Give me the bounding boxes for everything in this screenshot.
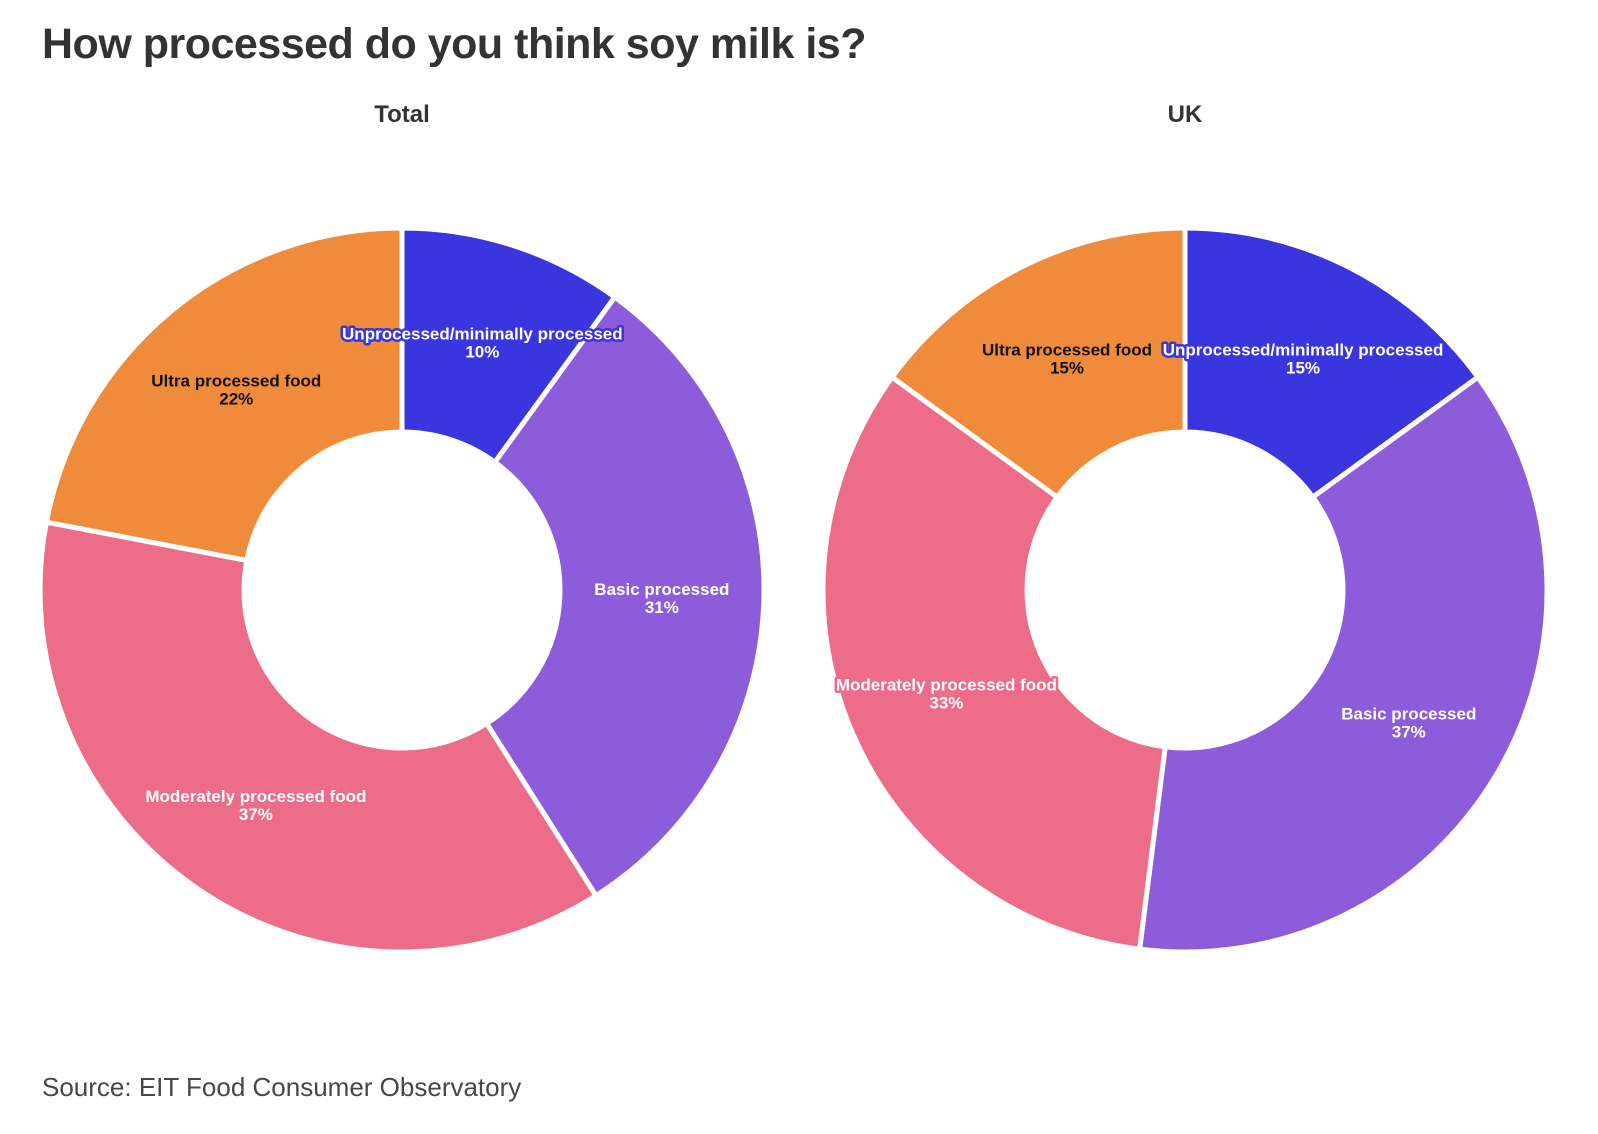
slice-label-ultra-processed-food: Ultra processed food 15% [982,340,1152,377]
slice-basic-processed[interactable] [1137,374,1550,955]
slice-label-unprocessed-minimally-processed: Unprocessed/minimally processed 15% [1163,340,1444,377]
slice-label-basic-processed: Basic processed 37% [1341,704,1476,741]
donut-chart-uk: Unprocessed/minimally processed 15% Basic … [820,225,1550,955]
donut-chart-total: Unprocessed/minimally processed 10% Basic … [37,225,767,955]
slice-label-moderately-processed-food: Moderately processed food 33% [836,675,1057,712]
slice-unprocessed-minimally-processed[interactable] [399,225,618,465]
slice-label-ultra-processed-food: Ultra processed food 22% [151,372,321,409]
slice-moderately-processed-food[interactable] [37,519,599,955]
slice-label-moderately-processed-food: Moderately processed food 37% [145,787,366,824]
column-header-uk: UK [1167,101,1203,128]
source-attribution: Source: EIT Food Consumer Observatory [42,1072,522,1102]
column-header-total: Total [374,101,430,128]
slice-ultra-processed-food[interactable] [889,225,1188,500]
slice-ultra-processed-food[interactable] [43,225,405,563]
slice-moderately-processed-food[interactable] [820,374,1168,952]
slice-basic-processed[interactable] [484,294,767,899]
slice-label-basic-processed: Basic processed 31% [594,580,729,617]
page-title: How processed do you think soy milk is? [42,20,866,68]
slice-label-unprocessed-minimally-processed: Unprocessed/minimally processed 10% [342,325,623,362]
